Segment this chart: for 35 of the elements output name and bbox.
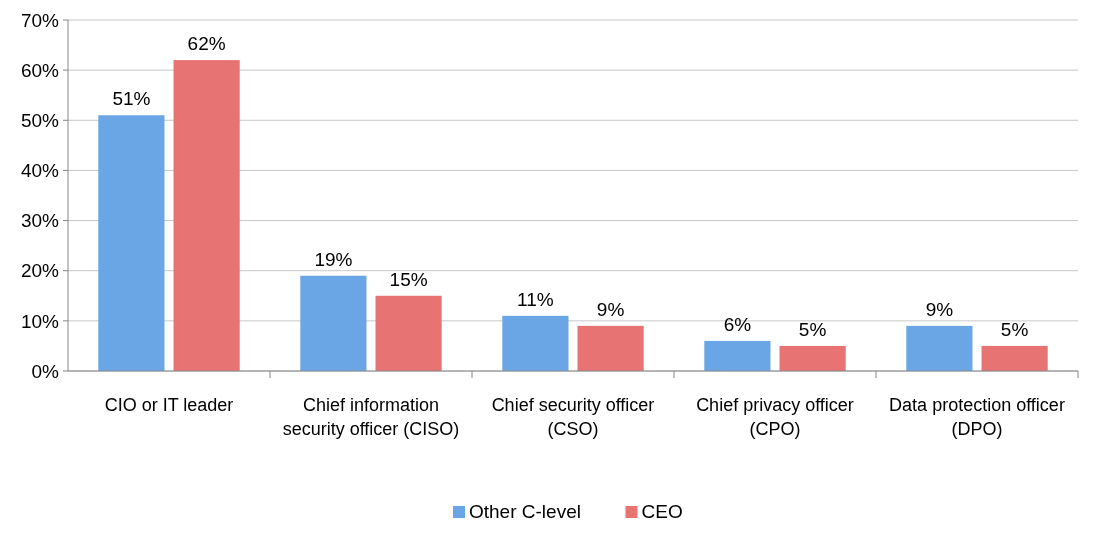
legend-label: Other C-level xyxy=(469,501,581,522)
bar xyxy=(577,325,644,371)
x-tick-label: Data protection officer (DPO) xyxy=(889,395,1065,439)
bar xyxy=(906,325,973,371)
bar xyxy=(779,345,846,371)
bar xyxy=(173,60,240,371)
data-label: 5% xyxy=(798,318,827,340)
y-tick-label: 10% xyxy=(20,310,60,332)
x-tick-label: CIO or IT leader xyxy=(104,395,234,415)
data-label: 9% xyxy=(596,298,625,320)
y-tick-label: 20% xyxy=(20,260,60,282)
x-tick-label: Chief privacy officer (CPO) xyxy=(696,395,854,439)
y-tick-label: 0% xyxy=(31,360,60,382)
data-label: 15% xyxy=(389,268,428,290)
bar xyxy=(502,315,569,371)
data-label: 19% xyxy=(314,248,353,270)
bar xyxy=(704,340,771,371)
x-tick-label: Chief security officer (CSO) xyxy=(491,395,655,439)
y-tick-label: 70% xyxy=(20,9,60,31)
data-label: 5% xyxy=(1000,318,1029,340)
bar xyxy=(98,115,165,371)
legend-label: CEO xyxy=(641,501,683,522)
data-label: 11% xyxy=(517,288,554,310)
y-tick-label: 40% xyxy=(20,160,60,182)
x-tick-label: Chief information security officer (CISO) xyxy=(282,395,460,439)
data-label: 9% xyxy=(925,298,954,320)
data-label: 62% xyxy=(187,33,226,55)
bar xyxy=(375,295,442,371)
y-tick-label: 30% xyxy=(20,210,60,232)
y-tick-label: 50% xyxy=(20,109,60,131)
bar xyxy=(981,345,1048,371)
bar xyxy=(300,275,367,371)
data-label: 6% xyxy=(723,313,752,335)
y-tick-label: 60% xyxy=(20,59,60,81)
data-label: 51% xyxy=(112,88,151,110)
